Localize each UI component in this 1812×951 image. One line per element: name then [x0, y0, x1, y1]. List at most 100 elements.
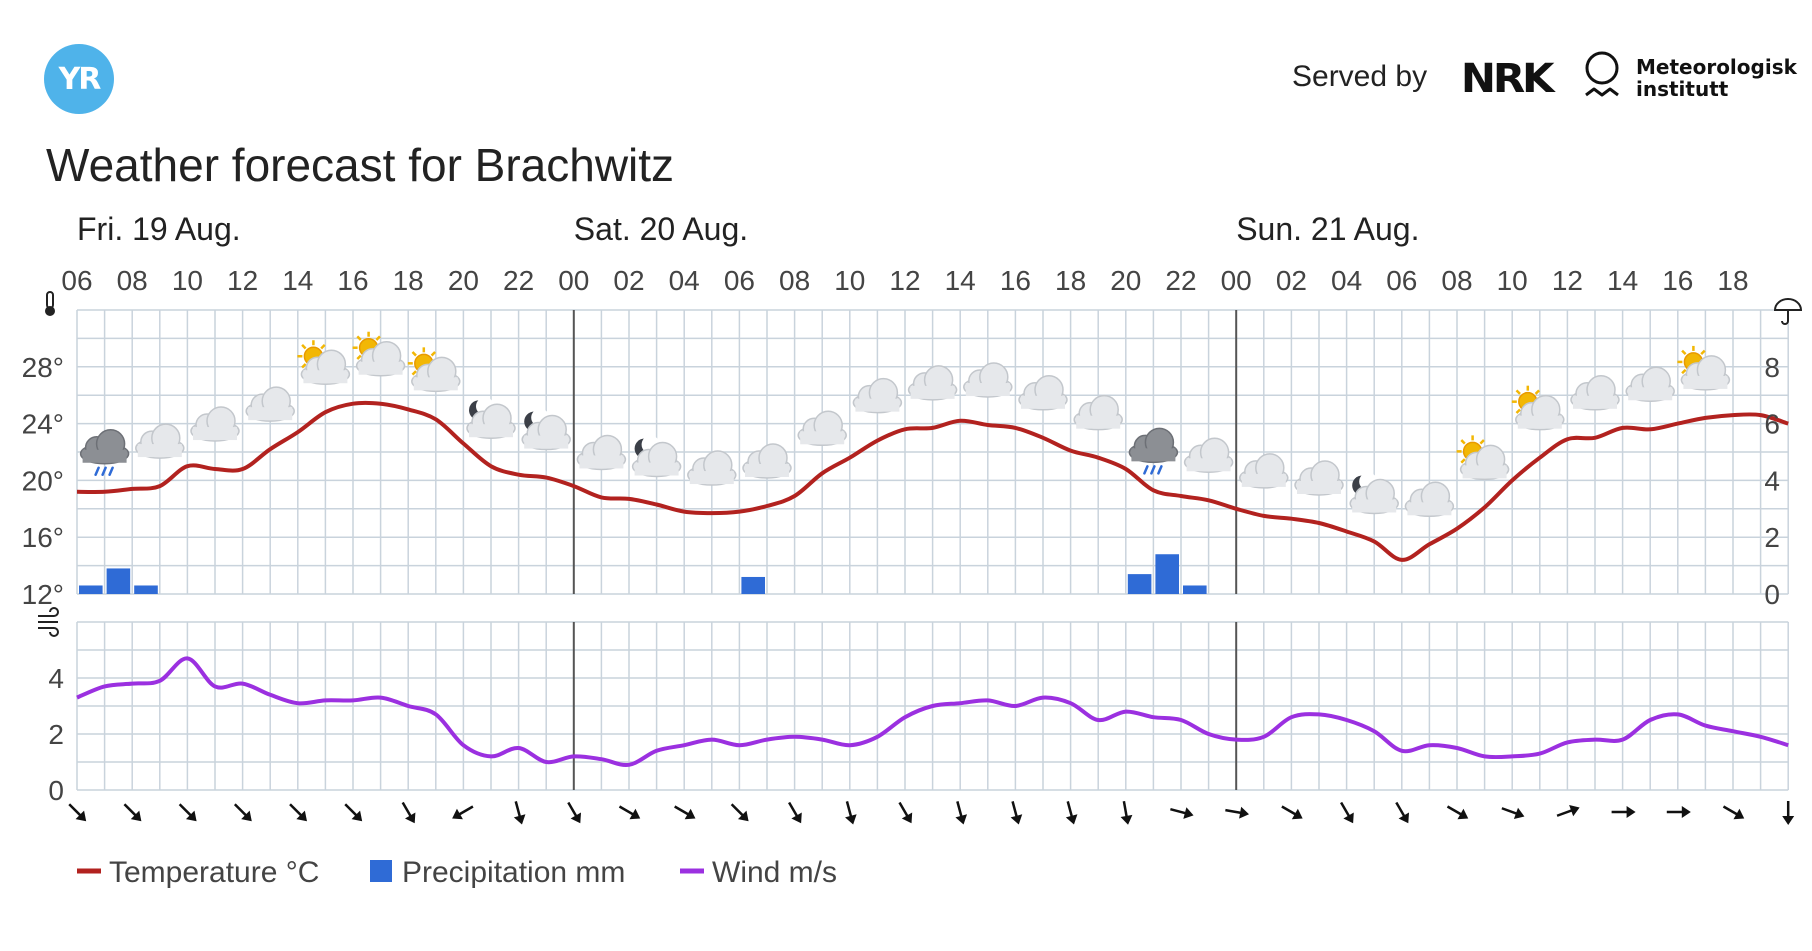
arrow-head	[1681, 806, 1691, 818]
hour-tick-label: 22	[1165, 265, 1196, 296]
met-name-line1: Meteorologisk	[1636, 55, 1797, 79]
sun-ray	[1479, 439, 1485, 445]
partly-cloudy-night-icon	[1349, 472, 1399, 515]
hour-tick-label: 20	[448, 265, 479, 296]
hour-tick-label: 10	[834, 265, 865, 296]
partly-sunny-icon	[352, 331, 406, 377]
wind-direction-arrow	[452, 805, 474, 820]
hour-tick-label: 12	[1552, 265, 1583, 296]
hour-tick-label: 04	[1331, 265, 1362, 296]
hour-tick-label: 18	[1717, 265, 1748, 296]
sun-ray	[411, 351, 417, 357]
arrow-head	[629, 808, 641, 820]
arrow-head	[684, 808, 696, 820]
thermometer-tube	[46, 291, 54, 309]
wind-direction-arrow	[1611, 806, 1636, 818]
rain-drop	[1157, 465, 1163, 475]
wind-direction-arrow	[1395, 801, 1409, 824]
cloud-part	[82, 449, 127, 463]
cloud-part	[1131, 448, 1176, 462]
hour-tick-label: 14	[282, 265, 313, 296]
wind-direction-arrow	[513, 801, 526, 825]
met-logo-icon	[1585, 51, 1619, 97]
partly-cloudy-night-icon	[521, 408, 571, 451]
cloud-part	[1462, 465, 1507, 479]
wind-direction-arrow	[730, 803, 749, 822]
served-by-label: Served by	[1292, 60, 1428, 93]
cloud-part	[1407, 502, 1452, 516]
hour-tick-label: 18	[393, 265, 424, 296]
arrow-head	[296, 810, 307, 822]
partly-sunny-icon	[297, 340, 351, 385]
hour-tick-label: 12	[227, 265, 258, 296]
wind-direction-arrow	[1446, 805, 1469, 820]
arrow-head	[1239, 806, 1250, 819]
cloud-part	[1352, 499, 1397, 513]
sun-ray	[1515, 408, 1521, 414]
sun-ray	[356, 335, 362, 341]
temperature-tick-label: 12°	[22, 579, 64, 610]
wind-tick-label: 4	[48, 663, 64, 694]
met-logo-text[interactable]: Meteorologisk institutt	[1636, 56, 1797, 100]
temperature-tick-label: 16°	[22, 522, 64, 553]
arrow-head	[737, 810, 749, 822]
arrow-head	[513, 814, 526, 825]
precipitation-tick-label: 8	[1764, 352, 1780, 383]
wind-direction-arrow	[1722, 805, 1745, 820]
sun-ray	[301, 344, 307, 350]
hour-tick-label: 18	[1055, 265, 1086, 296]
hour-tick-label: 20	[1110, 265, 1141, 296]
sun-ray	[430, 351, 436, 357]
legend-item-temperature: Temperature °C	[77, 856, 319, 889]
wind-direction-arrow	[618, 805, 641, 820]
cloud-icon	[963, 362, 1013, 398]
arrow-head	[1626, 806, 1636, 818]
hour-tick-label: 16	[1662, 265, 1693, 296]
arrow-head	[791, 812, 802, 824]
nrk-logo[interactable]: NRK	[1460, 56, 1555, 102]
page-title: Weather forecast for Brachwitz	[46, 139, 675, 191]
cloud-part	[1076, 415, 1121, 429]
precipitation-bars	[79, 554, 1207, 594]
wind-series	[76, 656, 1789, 768]
wind-direction-arrow	[1782, 801, 1795, 825]
cloud-part	[634, 462, 679, 476]
umbrella-canopy	[1773, 298, 1803, 311]
cloud-icon	[852, 377, 903, 414]
cloud-part	[193, 427, 237, 441]
day-label: Sat. 20 Aug.	[574, 211, 748, 247]
cloud-icon	[742, 443, 792, 479]
hour-tick-label: 14	[945, 265, 976, 296]
wind-direction-arrow	[1556, 804, 1580, 817]
arrow-head	[1065, 814, 1078, 825]
legend: Temperature °C Precipitation mm Wind m/s	[77, 856, 837, 889]
sun-ray	[1700, 349, 1706, 356]
precipitation-bar	[1155, 554, 1179, 594]
arrow-head	[1398, 812, 1409, 824]
arrow-head	[351, 810, 363, 822]
yr-logo-text: YR	[58, 61, 102, 97]
day-dividers	[572, 310, 1238, 790]
arrow-head	[845, 814, 857, 825]
wind-line	[76, 656, 1789, 768]
wind-direction-arrow	[674, 805, 696, 820]
arrow-head	[130, 810, 142, 822]
arrow-head	[1569, 804, 1580, 817]
yr-logo[interactable]: YR	[44, 44, 114, 114]
wind-direction-arrow	[788, 801, 802, 824]
precipitation-bar	[1127, 574, 1152, 594]
rain-drop	[101, 466, 107, 477]
cloud-part	[855, 398, 900, 412]
wind-direction-arrow	[1065, 801, 1078, 825]
wind-icon-lines	[38, 607, 59, 637]
arrow-head	[405, 812, 416, 824]
precipitation-tick-label: 6	[1764, 409, 1780, 440]
cloud-icon	[245, 386, 295, 422]
sun-ray	[1681, 368, 1687, 375]
cloud-part	[524, 435, 569, 449]
wind-direction-arrow	[1170, 807, 1194, 819]
umbrella-icon	[1773, 298, 1803, 325]
wind-icon	[38, 607, 59, 637]
cloud-part	[1021, 395, 1065, 409]
